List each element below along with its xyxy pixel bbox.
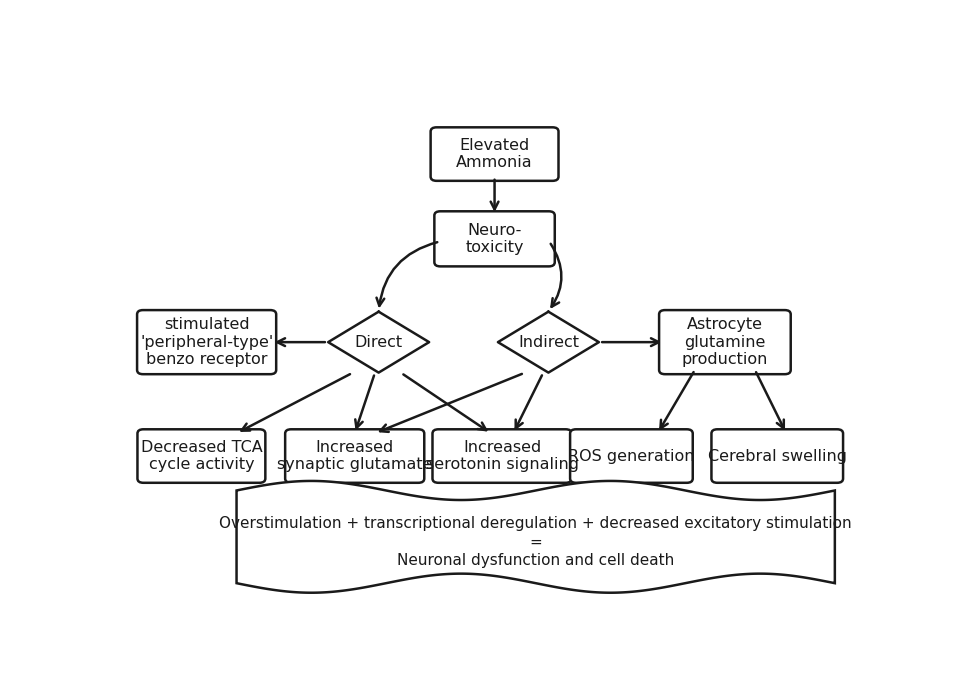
PathPatch shape	[236, 481, 835, 593]
Text: =: =	[530, 535, 542, 550]
FancyBboxPatch shape	[434, 211, 555, 266]
Polygon shape	[498, 312, 599, 373]
FancyBboxPatch shape	[137, 310, 276, 374]
FancyBboxPatch shape	[432, 429, 571, 483]
Text: Direct: Direct	[354, 334, 402, 350]
FancyBboxPatch shape	[285, 429, 425, 483]
Text: Decreased TCA
cycle activity: Decreased TCA cycle activity	[141, 440, 262, 472]
Text: ROS generation: ROS generation	[568, 449, 695, 464]
Text: Neuronal dysfunction and cell death: Neuronal dysfunction and cell death	[397, 553, 675, 568]
Text: Overstimulation + transcriptional deregulation + decreased excitatory stimulatio: Overstimulation + transcriptional deregu…	[219, 516, 852, 530]
Text: Astrocyte
glutamine
production: Astrocyte glutamine production	[681, 317, 768, 367]
Text: Neuro-
toxicity: Neuro- toxicity	[465, 223, 524, 255]
Text: Increased
synaptic glutamate: Increased synaptic glutamate	[277, 440, 432, 472]
Text: Elevated
Ammonia: Elevated Ammonia	[456, 138, 533, 170]
Text: Indirect: Indirect	[518, 334, 579, 350]
Text: stimulated
'peripheral-type'
benzo receptor: stimulated 'peripheral-type' benzo recep…	[140, 317, 273, 367]
FancyBboxPatch shape	[659, 310, 790, 374]
FancyBboxPatch shape	[711, 429, 843, 483]
FancyBboxPatch shape	[570, 429, 693, 483]
FancyBboxPatch shape	[137, 429, 265, 483]
Text: Increased
serotonin signaling: Increased serotonin signaling	[426, 440, 579, 472]
Polygon shape	[328, 312, 429, 373]
FancyBboxPatch shape	[430, 127, 559, 181]
Text: Cerebral swelling: Cerebral swelling	[707, 449, 846, 464]
